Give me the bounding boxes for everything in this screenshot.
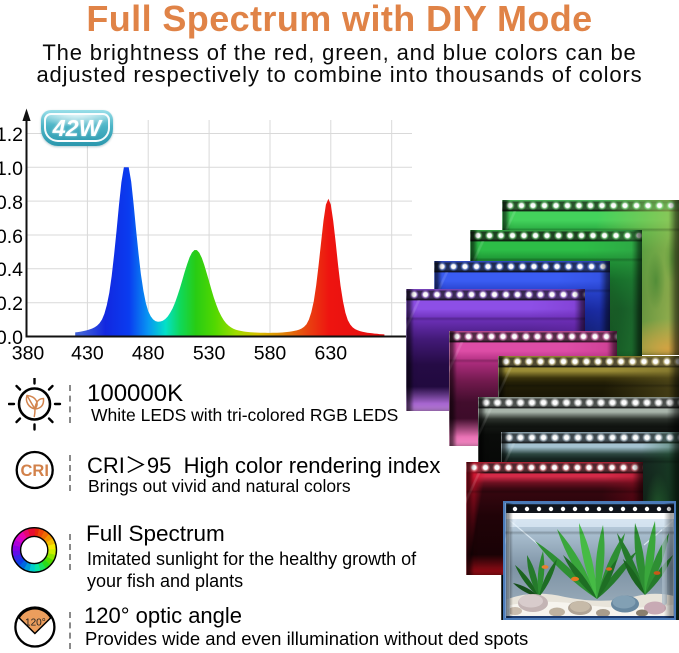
svg-text:480: 480	[132, 343, 165, 365]
svg-text:120°: 120°	[25, 618, 46, 629]
svg-text:0.8: 0.8	[0, 192, 23, 214]
svg-text:630: 630	[315, 343, 348, 365]
svg-text:0.2: 0.2	[0, 293, 23, 315]
svg-text:1.2: 1.2	[0, 124, 23, 146]
svg-text:0.6: 0.6	[0, 226, 23, 248]
svg-text:380: 380	[12, 343, 45, 365]
svg-text:0.0: 0.0	[0, 327, 23, 349]
svg-text:0.4: 0.4	[0, 259, 23, 281]
svg-text:430: 430	[71, 343, 104, 365]
svg-text:1.0: 1.0	[0, 158, 23, 180]
svg-text:580: 580	[254, 343, 287, 365]
svg-text:530: 530	[193, 343, 226, 365]
svg-text:CRI: CRI	[20, 462, 48, 480]
